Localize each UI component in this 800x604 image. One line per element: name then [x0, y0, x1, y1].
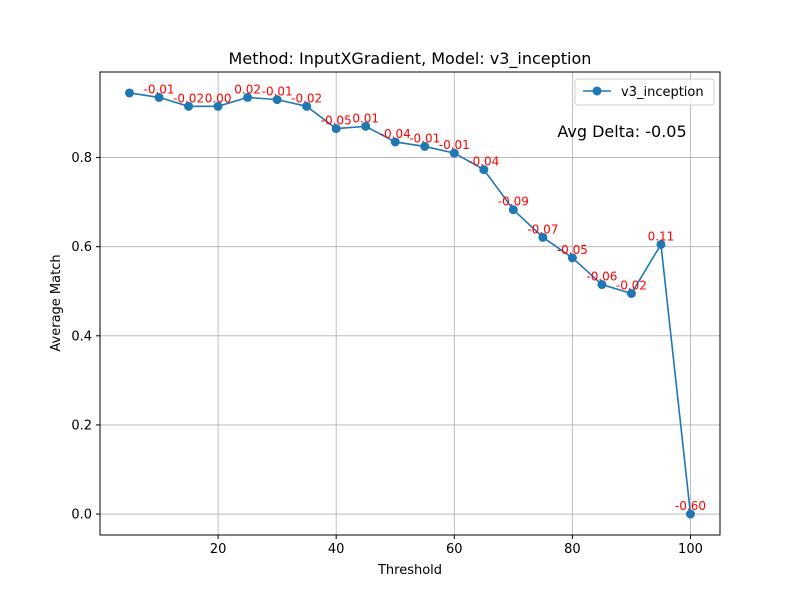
delta-label: -0.06	[586, 270, 617, 284]
delta-label: -0.01	[262, 85, 293, 99]
data-point	[449, 148, 459, 158]
avg-delta-annotation: Avg Delta: -0.05	[557, 122, 686, 141]
delta-label: -0.01	[409, 131, 440, 145]
y-tick-label: 0.6	[71, 240, 92, 255]
delta-label: 0.00	[205, 91, 232, 105]
legend: v3_inception	[574, 78, 715, 106]
axes-layer: 20 40 60 80 100 0.0 0.2 0.4 0.6 0.8	[71, 71, 721, 557]
delta-label: -0.02	[291, 91, 322, 105]
data-point	[184, 101, 194, 111]
data-point	[597, 280, 607, 290]
delta-label: 0.02	[234, 82, 261, 96]
x-tick-label: 60	[446, 542, 463, 557]
data-point	[331, 124, 341, 134]
data-point	[361, 121, 371, 131]
legend-frame	[574, 78, 715, 106]
y-tick-label: 0.0	[71, 508, 92, 523]
data-point	[272, 95, 282, 105]
series-line-v3_inception	[129, 92, 692, 515]
x-axis-label: Threshold	[377, 563, 442, 578]
y-tick-label: 0.8	[71, 151, 92, 166]
delta-label: -0.60	[675, 499, 706, 513]
data-point	[243, 92, 253, 102]
data-point	[154, 92, 164, 102]
data-point	[125, 88, 135, 98]
delta-label: -0.07	[527, 222, 558, 236]
series-layer	[125, 88, 695, 519]
legend-label: v3_inception	[621, 85, 704, 100]
x-tick-label: 20	[210, 542, 227, 557]
x-tick-label: 100	[678, 542, 703, 557]
x-tick-label: 40	[328, 542, 345, 557]
data-point	[685, 509, 695, 519]
delta-label: -0.05	[557, 243, 588, 257]
delta-label: -0.02	[616, 278, 647, 292]
legend-marker	[592, 86, 602, 96]
data-point	[479, 165, 489, 175]
delta-label: 0.11	[648, 229, 675, 243]
delta-label: -0.01	[439, 138, 470, 152]
data-point	[390, 137, 400, 147]
annotation-layer: -0.01-0.02 0.000.02 -0.01-0.02-0.05 0.01-0.…	[144, 82, 706, 513]
delta-label: -0.01	[144, 82, 175, 96]
plot-frame	[99, 71, 721, 536]
chart-title: Method: InputXGradient, Model: v3_incept…	[229, 49, 592, 69]
delta-label: -0.05	[321, 114, 352, 128]
delta-label: 0.01	[352, 111, 379, 125]
data-point	[626, 288, 636, 298]
data-point	[302, 101, 312, 111]
data-point	[508, 205, 518, 215]
delta-label: -0.09	[498, 195, 529, 209]
y-tick-label: 0.2	[71, 418, 92, 433]
delta-label: -0.04	[380, 127, 411, 141]
data-point	[213, 101, 223, 111]
delta-label: -0.04	[468, 155, 499, 169]
data-point	[567, 253, 577, 263]
data-point	[420, 141, 430, 151]
x-tick-label: 80	[564, 542, 581, 557]
data-point	[538, 232, 548, 242]
y-axis-label: Average Match	[49, 254, 64, 351]
y-tick-label: 0.4	[71, 329, 92, 344]
data-point	[656, 239, 666, 249]
delta-label: -0.02	[173, 91, 204, 105]
